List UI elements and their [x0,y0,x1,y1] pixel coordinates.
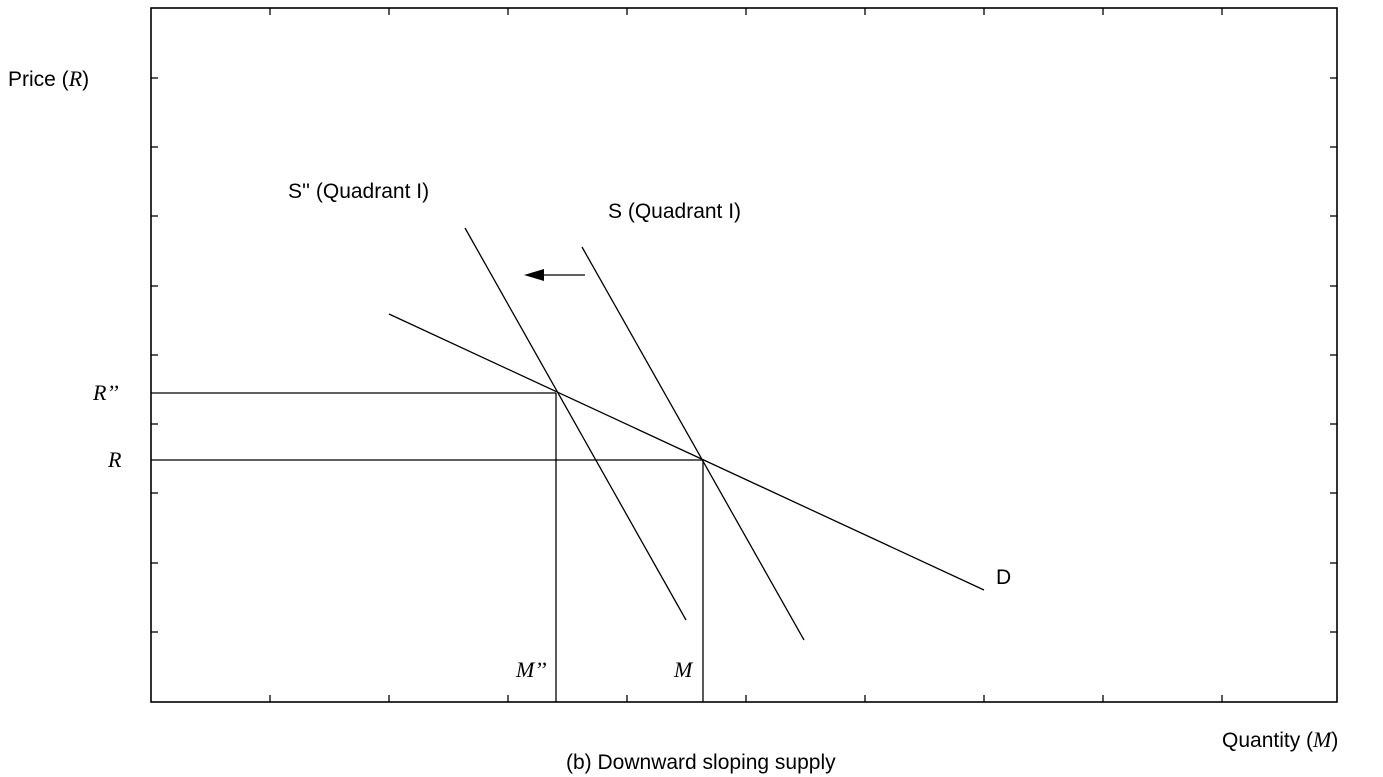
price-label: R [107,447,122,472]
figure-caption: (b) Downward sloping supply [566,751,836,774]
original-supply-label: S (Quadrant I) [608,200,741,223]
left-arrow-icon [524,269,544,281]
demand-curve [388,313,985,591]
plot-frame [150,7,1338,703]
axis-ticks [151,8,1337,702]
demand-label: D [996,566,1011,589]
new-price-label: R’’ [92,380,119,405]
y-axis-label: Price (R) [8,66,89,91]
quantity-label: M [673,657,694,682]
new-quantity-label: M’’ [515,657,547,682]
supply-curve-shifted [464,227,687,621]
x-axis-label: Quantity (M) [1222,727,1338,752]
supply-curve-original [581,246,805,641]
shifted-supply-label: S'' (Quadrant I) [288,180,429,203]
